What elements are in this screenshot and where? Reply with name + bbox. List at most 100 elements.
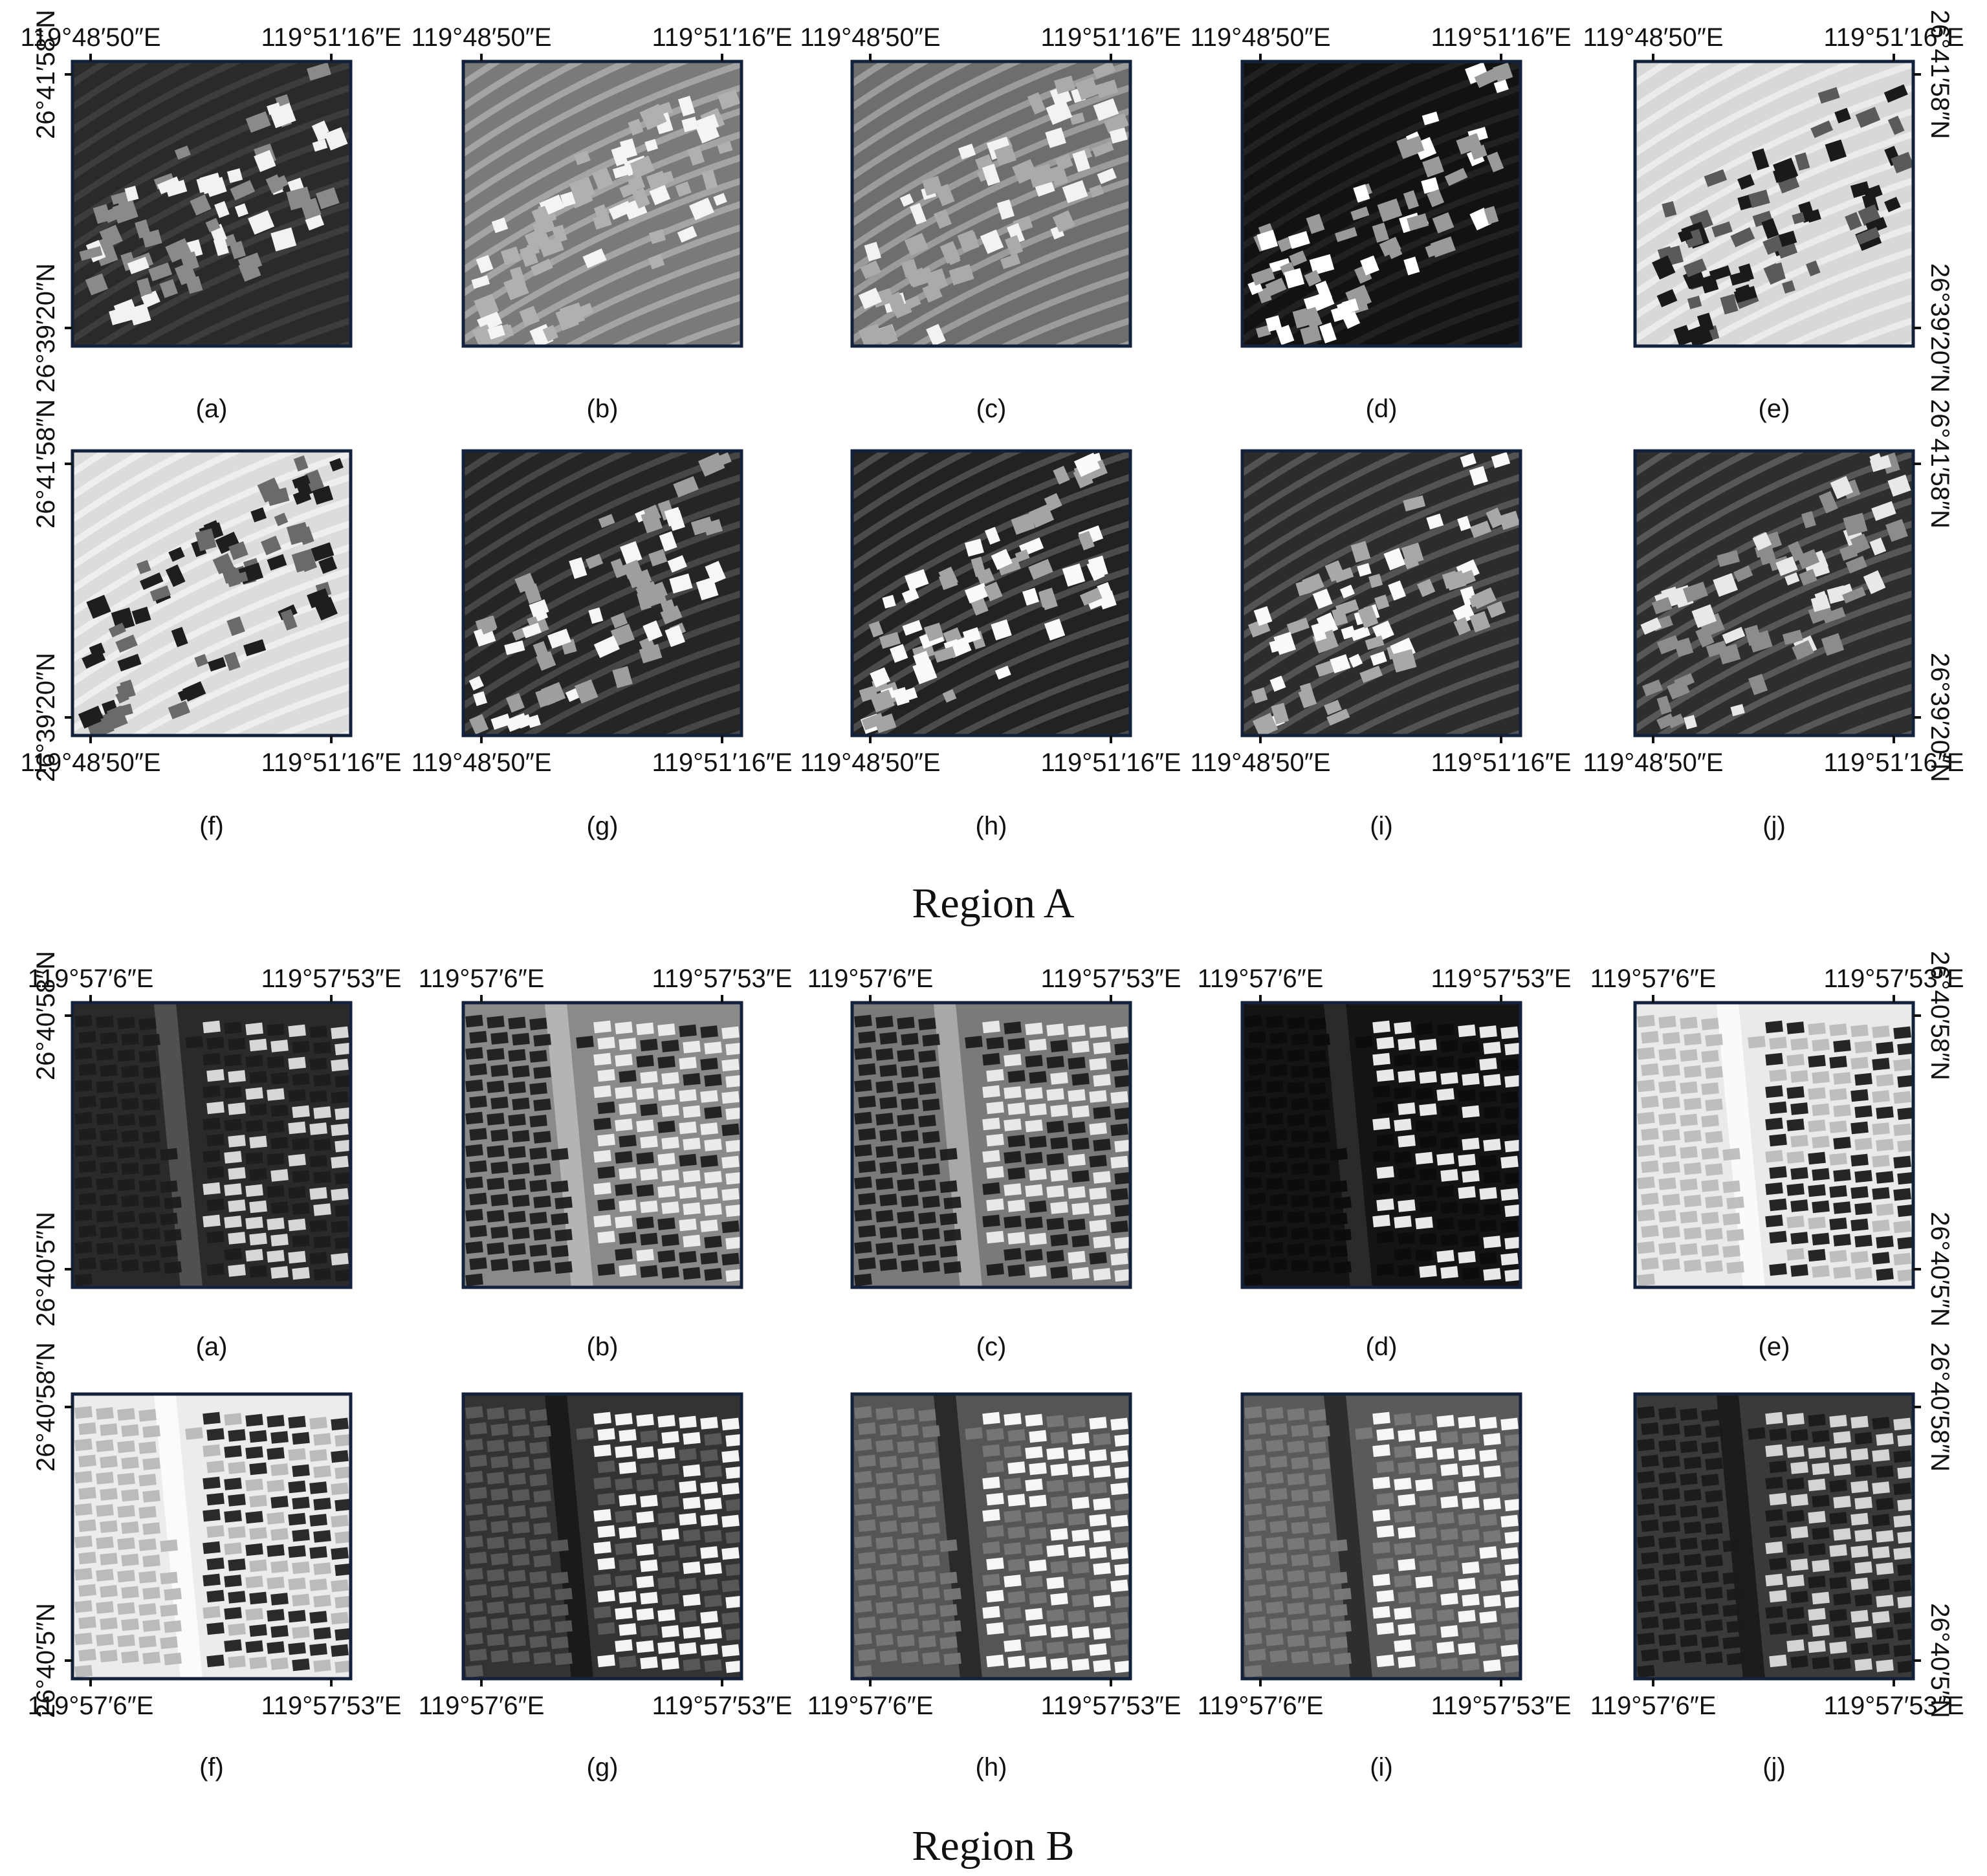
map-image bbox=[1242, 451, 1520, 736]
region-a-panel-e: 119°48′50″E 119°51′16″E26°41′58″N 26°39′20… bbox=[1583, 10, 1964, 393]
map-frame bbox=[850, 1392, 1132, 1681]
panel-label: (e) bbox=[1759, 395, 1790, 423]
map-image bbox=[463, 451, 741, 736]
x-tick-label: 119°57′6″E bbox=[807, 1692, 934, 1720]
region-b-panel-c: 119°57′6″E 119°57′53″E bbox=[807, 965, 1181, 1289]
y-tick-label: 26°40′58″N bbox=[1926, 951, 1954, 1080]
x-tick-label: 119°48′50″E bbox=[800, 748, 940, 777]
region-a-panel-g: 119°48′50″E 119°51′16″E bbox=[411, 449, 793, 777]
region-a-title: Region A bbox=[912, 880, 1075, 927]
x-tick-label: 119°57′53″E bbox=[1431, 965, 1571, 993]
panel-label: (b) bbox=[587, 1333, 619, 1361]
panel-label: (g) bbox=[587, 1753, 619, 1782]
map-image bbox=[1635, 451, 1913, 736]
map-image bbox=[852, 1394, 1130, 1679]
map-image bbox=[852, 61, 1130, 346]
x-tick-label: 119°51′16″E bbox=[261, 748, 401, 777]
x-tick-label: 119°51′16″E bbox=[1431, 748, 1571, 777]
map-frame bbox=[850, 1001, 1132, 1289]
map-frame bbox=[1633, 60, 1915, 348]
map-image bbox=[1635, 61, 1913, 346]
map-image bbox=[72, 451, 351, 736]
x-tick-label: 119°57′6″E bbox=[807, 965, 934, 993]
x-tick-label: 119°57′6″E bbox=[1198, 965, 1324, 993]
x-tick-label: 119°57′53″E bbox=[1040, 1692, 1181, 1720]
map-frame bbox=[1240, 1001, 1522, 1289]
x-tick-label: 119°48′50″E bbox=[1583, 23, 1723, 52]
map-frame bbox=[850, 60, 1132, 348]
y-tick-label: 26°39′20″N bbox=[1926, 653, 1954, 782]
panel-label: (f) bbox=[199, 1753, 224, 1782]
map-image bbox=[1242, 1003, 1520, 1287]
y-tick-label: 26°39′20″N bbox=[1926, 263, 1954, 393]
panel-label: (h) bbox=[976, 812, 1007, 840]
x-tick-label: 119°57′53″E bbox=[261, 1692, 401, 1720]
x-tick-label: 119°57′6″E bbox=[1590, 1692, 1717, 1720]
x-tick-label: 119°48′50″E bbox=[20, 748, 160, 777]
panel-label: (h) bbox=[976, 1753, 1007, 1782]
map-image bbox=[463, 1394, 741, 1679]
x-tick-label: 119°51′16″E bbox=[1040, 748, 1181, 777]
x-tick-label: 119°57′6″E bbox=[28, 1692, 154, 1720]
x-tick-label: 119°57′6″E bbox=[419, 965, 545, 993]
panel-label: (a) bbox=[196, 1333, 228, 1361]
map-frame bbox=[461, 449, 743, 737]
region-b-panel-a: 119°57′6″E 119°57′53″E 26°40′58″N 26°40′5″N bbox=[28, 951, 402, 1327]
x-tick-label: 119°48′50″E bbox=[411, 23, 551, 52]
panel-label: (j) bbox=[1762, 1753, 1786, 1782]
x-tick-label: 119°57′6″E bbox=[419, 1692, 545, 1720]
x-tick-label: 119°57′6″E bbox=[1198, 1692, 1324, 1720]
y-tick-label: 26°41′58″N bbox=[1926, 399, 1954, 529]
x-tick-label: 119°48′50″E bbox=[1190, 23, 1330, 52]
panel-label: (c) bbox=[976, 395, 1007, 423]
panel-label: (j) bbox=[1762, 812, 1786, 840]
region-a-panel-h: 119°48′50″E 119°51′16″E bbox=[800, 449, 1181, 777]
map-frame bbox=[71, 60, 353, 348]
region-b-panel-e: 119°57′6″E 119°57′53″E26°40′58″N 26°40′5″N bbox=[1590, 951, 1964, 1327]
panel-label: (e) bbox=[1759, 1333, 1790, 1361]
map-frame bbox=[1240, 1392, 1522, 1681]
region-b-panel-g: 119°57′6″E 119°57′53″E bbox=[419, 1392, 793, 1720]
y-tick-label: 26°39′20″N bbox=[32, 653, 60, 782]
map-frame bbox=[461, 1392, 743, 1681]
panel-label: (f) bbox=[199, 812, 224, 840]
x-tick-label: 119°57′53″E bbox=[652, 965, 792, 993]
y-tick-label: 26°41′58″N bbox=[32, 10, 60, 139]
region-b-panel-f: 119°57′6″E 119°57′53″E 26°40′58″N 26°40′5″N bbox=[28, 1342, 402, 1720]
region-b-title: Region B bbox=[912, 1822, 1074, 1870]
y-tick-label: 26°40′5″N bbox=[32, 1603, 60, 1718]
y-tick-label: 26°40′58″N bbox=[32, 951, 60, 1080]
x-tick-label: 119°57′6″E bbox=[1590, 965, 1717, 993]
x-tick-label: 119°51′16″E bbox=[261, 23, 401, 52]
region-b-panel-i: 119°57′6″E 119°57′53″E bbox=[1198, 1392, 1572, 1720]
map-image bbox=[852, 451, 1130, 736]
region-b-panel-h: 119°57′6″E 119°57′53″E bbox=[807, 1392, 1181, 1720]
region-a-panel-f: 119°48′50″E 119°51′16″E 26°41′58″N 26°39′20… bbox=[20, 399, 401, 782]
map-frame bbox=[71, 449, 353, 737]
map-image bbox=[72, 1394, 351, 1679]
y-tick-label: 26°41′58″N bbox=[1926, 10, 1954, 139]
x-tick-label: 119°51′16″E bbox=[1823, 23, 1964, 52]
region-b-panel-d: 119°57′6″E 119°57′53″E bbox=[1198, 965, 1572, 1289]
y-tick-label: 26°39′20″N bbox=[32, 263, 60, 393]
panel-label: (i) bbox=[1370, 812, 1393, 840]
region-a-panel-a: 119°48′50″E 119°51′16″E 26°41′58″N 26°39′20… bbox=[20, 10, 401, 393]
panel-label: (a) bbox=[196, 395, 228, 423]
map-image bbox=[1635, 1003, 1913, 1287]
region-b-panel-b: 119°57′6″E 119°57′53″E bbox=[419, 965, 793, 1289]
region-a-panel-c: 119°48′50″E 119°51′16″E bbox=[800, 23, 1181, 348]
y-tick-label: 26°40′58″N bbox=[1926, 1342, 1954, 1472]
x-tick-label: 119°51′16″E bbox=[1431, 23, 1571, 52]
y-tick-label: 26°40′5″N bbox=[1926, 1212, 1954, 1327]
map-frame bbox=[850, 449, 1132, 737]
panel-label: (b) bbox=[587, 395, 619, 423]
map-image bbox=[852, 1003, 1130, 1287]
map-frame bbox=[461, 1001, 743, 1289]
panel-label: (d) bbox=[1366, 395, 1398, 423]
map-frame bbox=[1633, 1392, 1915, 1681]
x-tick-label: 119°57′53″E bbox=[1823, 965, 1964, 993]
region-b-panel-j: 119°57′6″E 119°57′53″E 26°40′58″N 26°40′5″N bbox=[1590, 1342, 1964, 1720]
map-image bbox=[72, 1003, 351, 1287]
x-tick-label: 119°48′50″E bbox=[800, 23, 940, 52]
